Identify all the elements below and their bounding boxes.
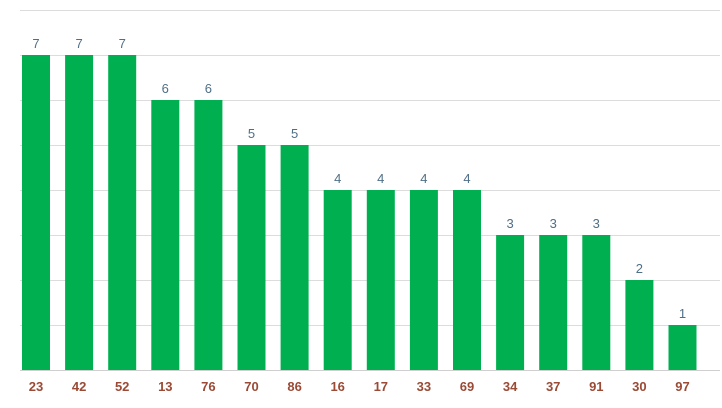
value-label-17: 4: [377, 171, 384, 186]
bar-34: [496, 235, 525, 370]
bar-42: [65, 55, 94, 370]
value-label-52: 7: [119, 36, 126, 51]
x-tick-label-91: 91: [589, 379, 603, 394]
bars: [22, 55, 697, 370]
value-label-70: 5: [248, 126, 255, 141]
bar-17: [366, 190, 395, 370]
value-label-91: 3: [593, 216, 600, 231]
x-tick-label-17: 17: [374, 379, 388, 394]
x-tick-label-42: 42: [72, 379, 86, 394]
value-label-30: 2: [636, 261, 643, 276]
bar-97: [668, 325, 697, 370]
x-tick-label-34: 34: [503, 379, 518, 394]
value-label-97: 1: [679, 306, 686, 321]
value-label-16: 4: [334, 171, 341, 186]
x-axis-tick-labels: 23 42 52 13 76 70 86 16 17 33 69 34 37 91 30 97: [29, 379, 690, 394]
x-tick-label-97: 97: [675, 379, 689, 394]
x-tick-label-16: 16: [330, 379, 344, 394]
x-tick-label-52: 52: [115, 379, 129, 394]
x-tick-label-37: 37: [546, 379, 560, 394]
bar-16: [323, 190, 352, 370]
bar-52: [108, 55, 137, 370]
x-tick-label-86: 86: [287, 379, 301, 394]
x-tick-label-76: 76: [201, 379, 215, 394]
bar-70: [237, 145, 266, 370]
x-tick-label-30: 30: [632, 379, 646, 394]
value-label-33: 4: [420, 171, 427, 186]
value-labels: 7 7 7 6 6 5 5 4 4 4 4 3 3 3 2 1: [32, 36, 686, 321]
x-tick-label-23: 23: [29, 379, 43, 394]
bar-23: [22, 55, 50, 370]
value-label-69: 4: [463, 171, 470, 186]
bar-13: [151, 100, 180, 370]
value-label-76: 6: [205, 81, 212, 96]
bar-76: [194, 100, 223, 370]
value-label-37: 3: [550, 216, 557, 231]
value-label-13: 6: [162, 81, 169, 96]
x-tick-label-13: 13: [158, 379, 172, 394]
bar-33: [409, 190, 438, 370]
bar-30: [625, 280, 654, 370]
value-label-86: 5: [291, 126, 298, 141]
x-tick-label-69: 69: [460, 379, 474, 394]
bar-91: [582, 235, 611, 370]
bar-69: [453, 190, 481, 370]
value-label-34: 3: [506, 216, 513, 231]
value-label-23: 7: [32, 36, 39, 51]
bar-86: [280, 145, 309, 370]
value-label-42: 7: [75, 36, 82, 51]
x-tick-label-33: 33: [417, 379, 431, 394]
bar-37: [539, 235, 568, 370]
x-tick-label-70: 70: [244, 379, 258, 394]
